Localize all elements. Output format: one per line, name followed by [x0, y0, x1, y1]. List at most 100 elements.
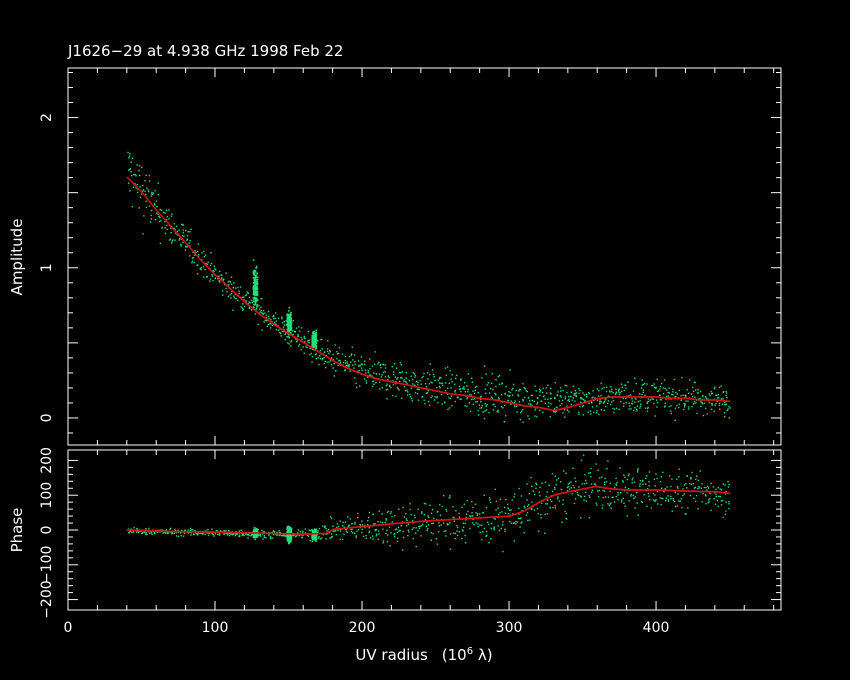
data-point	[620, 400, 622, 403]
model-point	[166, 221, 169, 224]
data-point	[580, 401, 582, 404]
data-point	[580, 396, 582, 399]
data-point	[235, 532, 237, 535]
cluster-point	[315, 341, 318, 344]
model-point	[626, 489, 629, 491]
data-point	[633, 497, 635, 499]
cluster-point	[312, 342, 315, 345]
model-point	[599, 397, 601, 400]
model-point	[531, 405, 533, 408]
model-point	[666, 397, 668, 399]
data-point	[128, 155, 131, 157]
model-point	[495, 399, 497, 401]
data-point	[182, 231, 185, 234]
data-point	[463, 388, 465, 390]
model-point	[282, 532, 284, 535]
data-point	[381, 386, 383, 389]
model-point	[158, 212, 161, 215]
model-point	[529, 405, 531, 408]
data-point	[573, 502, 576, 505]
data-point	[174, 528, 176, 531]
model-point	[479, 517, 482, 519]
data-point	[641, 501, 644, 504]
data-point	[501, 511, 503, 513]
data-point	[622, 481, 624, 483]
data-point	[427, 389, 430, 392]
data-point	[357, 528, 360, 531]
data-point	[442, 522, 445, 524]
data-point	[175, 535, 178, 537]
data-point	[630, 408, 632, 410]
data-point	[617, 498, 619, 501]
data-point	[216, 530, 219, 532]
data-point	[259, 308, 261, 310]
data-point	[365, 372, 367, 374]
cluster-point	[313, 538, 315, 540]
data-point	[568, 395, 570, 398]
data-point	[609, 503, 611, 505]
data-point	[454, 391, 456, 393]
data-point	[455, 510, 457, 512]
data-point	[689, 494, 692, 497]
data-point	[441, 382, 444, 384]
data-point	[170, 527, 172, 530]
data-point	[566, 486, 569, 489]
data-point	[559, 404, 561, 407]
data-point	[715, 488, 717, 491]
data-point	[346, 365, 349, 367]
data-point	[238, 530, 240, 532]
model-point	[478, 397, 481, 400]
data-point	[292, 330, 294, 332]
data-point	[429, 363, 432, 365]
model-point	[432, 519, 435, 522]
data-point	[172, 239, 174, 241]
model-point	[176, 530, 178, 533]
data-point	[132, 186, 135, 188]
data-point	[319, 357, 322, 360]
model-point	[289, 333, 291, 336]
data-point	[527, 397, 530, 399]
data-point	[531, 394, 533, 397]
data-point	[553, 410, 555, 413]
cluster-point	[254, 301, 257, 303]
model-point	[233, 291, 236, 294]
data-point	[157, 213, 159, 215]
data-point	[397, 377, 399, 379]
model-point	[391, 522, 393, 525]
cluster-point	[256, 283, 258, 285]
model-point	[643, 489, 645, 491]
data-point	[290, 345, 292, 347]
model-point	[232, 531, 235, 534]
data-point	[625, 402, 627, 404]
data-point	[584, 400, 586, 402]
y-tick-label: 0	[39, 414, 55, 423]
model-point	[469, 517, 472, 520]
data-point	[699, 390, 702, 393]
data-point	[243, 299, 245, 301]
data-point	[394, 528, 397, 531]
data-point	[294, 536, 297, 538]
data-point	[670, 495, 672, 498]
data-point	[726, 409, 729, 412]
model-point	[627, 396, 630, 398]
data-point	[367, 376, 369, 379]
data-point	[673, 500, 676, 503]
model-point	[174, 230, 176, 232]
model-point	[710, 399, 712, 401]
model-point	[722, 399, 725, 402]
model-point	[509, 402, 512, 404]
cluster-point	[315, 540, 318, 542]
data-point	[693, 381, 696, 383]
data-point	[595, 502, 597, 504]
data-point	[479, 396, 482, 398]
data-point	[564, 397, 567, 400]
model-point	[475, 517, 478, 519]
data-point	[653, 402, 655, 405]
data-point	[288, 343, 291, 345]
cluster-point	[253, 303, 255, 306]
model-point	[359, 372, 361, 375]
model-point	[238, 296, 241, 299]
data-point	[423, 399, 425, 401]
data-point	[257, 323, 259, 326]
